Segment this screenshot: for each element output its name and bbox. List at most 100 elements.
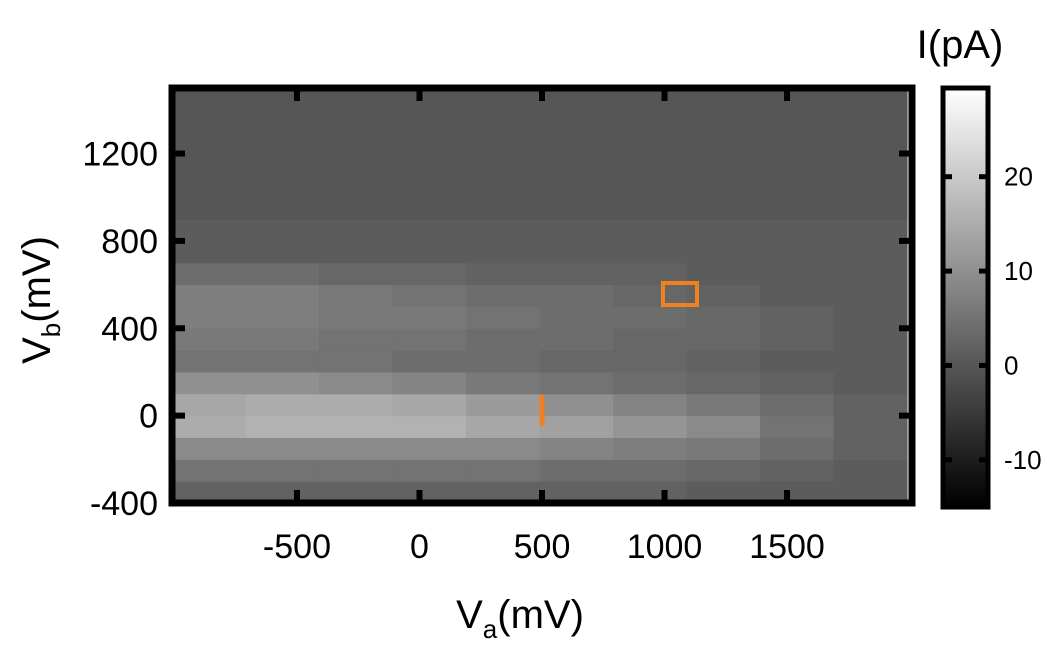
heatmap-cell xyxy=(539,131,614,155)
heatmap-cell xyxy=(172,371,247,395)
heatmap-cell xyxy=(319,175,394,198)
heatmap-cell xyxy=(539,175,614,198)
heatmap xyxy=(172,88,908,504)
y-axis-title: Vb(mV) xyxy=(15,236,66,364)
heatmap-cell xyxy=(760,437,835,460)
heatmap-cell xyxy=(686,437,761,460)
heatmap-cell xyxy=(613,262,688,286)
heatmap-cell xyxy=(319,437,394,460)
heatmap-cell xyxy=(760,88,835,111)
heatmap-cell xyxy=(539,306,614,329)
x-title-main: V xyxy=(456,593,483,637)
x-tick-label: 0 xyxy=(410,528,429,566)
heatmap-cell xyxy=(539,415,614,438)
heatmap-cell xyxy=(172,306,247,329)
heatmap-cell xyxy=(392,306,467,329)
y-title-sub: b xyxy=(36,323,66,337)
heatmap-cell xyxy=(686,459,761,482)
heatmap-cell xyxy=(686,131,761,155)
heatmap-cell xyxy=(245,240,320,264)
heatmap-cell xyxy=(613,109,688,133)
heatmap-cell xyxy=(686,306,761,329)
heatmap-cell xyxy=(833,371,908,395)
heatmap-cell xyxy=(172,88,247,111)
heatmap-cell xyxy=(539,109,614,133)
heatmap-cell xyxy=(760,240,835,264)
heatmap-cell xyxy=(245,197,320,220)
heatmap-cell xyxy=(686,219,761,242)
heatmap-cell xyxy=(760,153,835,176)
heatmap-cell xyxy=(172,415,247,438)
heatmap-cell xyxy=(392,175,467,198)
heatmap-cell xyxy=(833,481,908,504)
heatmap-cell xyxy=(833,328,908,351)
heatmap-cell xyxy=(319,153,394,176)
heatmap-cell xyxy=(686,175,761,198)
heatmap-cell xyxy=(392,219,467,242)
heatmap-cell xyxy=(392,437,467,460)
heatmap-cell xyxy=(539,371,614,395)
heatmap-cell xyxy=(686,88,761,111)
heatmap-cell xyxy=(613,371,688,395)
heatmap-cell xyxy=(833,240,908,264)
heatmap-cell xyxy=(466,415,541,438)
heatmap-cell xyxy=(466,153,541,176)
heatmap-cell xyxy=(686,197,761,220)
heatmap-cell xyxy=(172,437,247,460)
heatmap-cell xyxy=(686,350,761,373)
heatmap-cell xyxy=(833,415,908,438)
heatmap-cell xyxy=(392,197,467,220)
heatmap-cell xyxy=(392,481,467,504)
heatmap-cell xyxy=(539,459,614,482)
heatmap-cell xyxy=(760,131,835,155)
heatmap-cell xyxy=(760,393,835,417)
heatmap-cell xyxy=(833,153,908,176)
heatmap-cell xyxy=(392,109,467,133)
heatmap-cell xyxy=(613,197,688,220)
heatmap-cell xyxy=(833,88,908,111)
heatmap-cell xyxy=(245,371,320,395)
heatmap-cell xyxy=(319,371,394,395)
heatmap-cell xyxy=(392,459,467,482)
heatmap-cell xyxy=(760,109,835,133)
heatmap-cell xyxy=(760,284,835,307)
heatmap-cell xyxy=(466,393,541,417)
heatmap-cell xyxy=(613,393,688,417)
heatmap-cell xyxy=(319,219,394,242)
heatmap-cell xyxy=(172,131,247,155)
heatmap-cell xyxy=(539,437,614,460)
heatmap-cell xyxy=(539,219,614,242)
heatmap-cell xyxy=(392,262,467,286)
heatmap-cell xyxy=(172,175,247,198)
heatmap-cell xyxy=(466,175,541,198)
y-tick-label: 1200 xyxy=(82,136,158,174)
heatmap-cell xyxy=(319,131,394,155)
heatmap-cell xyxy=(466,306,541,329)
heatmap-cell xyxy=(833,306,908,329)
heatmap-cell xyxy=(245,88,320,111)
annotation-box xyxy=(661,281,699,307)
x-title-sub: a xyxy=(483,614,498,643)
x-tick-label: 1500 xyxy=(749,528,825,566)
heatmap-cell xyxy=(613,350,688,373)
heatmap-cell xyxy=(760,197,835,220)
heatmap-cell xyxy=(686,262,761,286)
heatmap-cell xyxy=(686,415,761,438)
heatmap-cell xyxy=(539,197,614,220)
heatmap-cell xyxy=(613,328,688,351)
heatmap-cell xyxy=(466,131,541,155)
heatmap-cell xyxy=(613,153,688,176)
y-title-main: V xyxy=(15,337,59,364)
heatmap-cell xyxy=(686,240,761,264)
heatmap-cell xyxy=(760,415,835,438)
heatmap-cell xyxy=(319,328,394,351)
heatmap-cell xyxy=(833,350,908,373)
colorbar xyxy=(940,85,991,510)
y-tick-label: 800 xyxy=(101,223,158,261)
heatmap-cell xyxy=(613,306,688,329)
heatmap-cell xyxy=(172,328,247,351)
heatmap-cell xyxy=(833,459,908,482)
heatmap-cell xyxy=(466,371,541,395)
heatmap-cell xyxy=(245,131,320,155)
